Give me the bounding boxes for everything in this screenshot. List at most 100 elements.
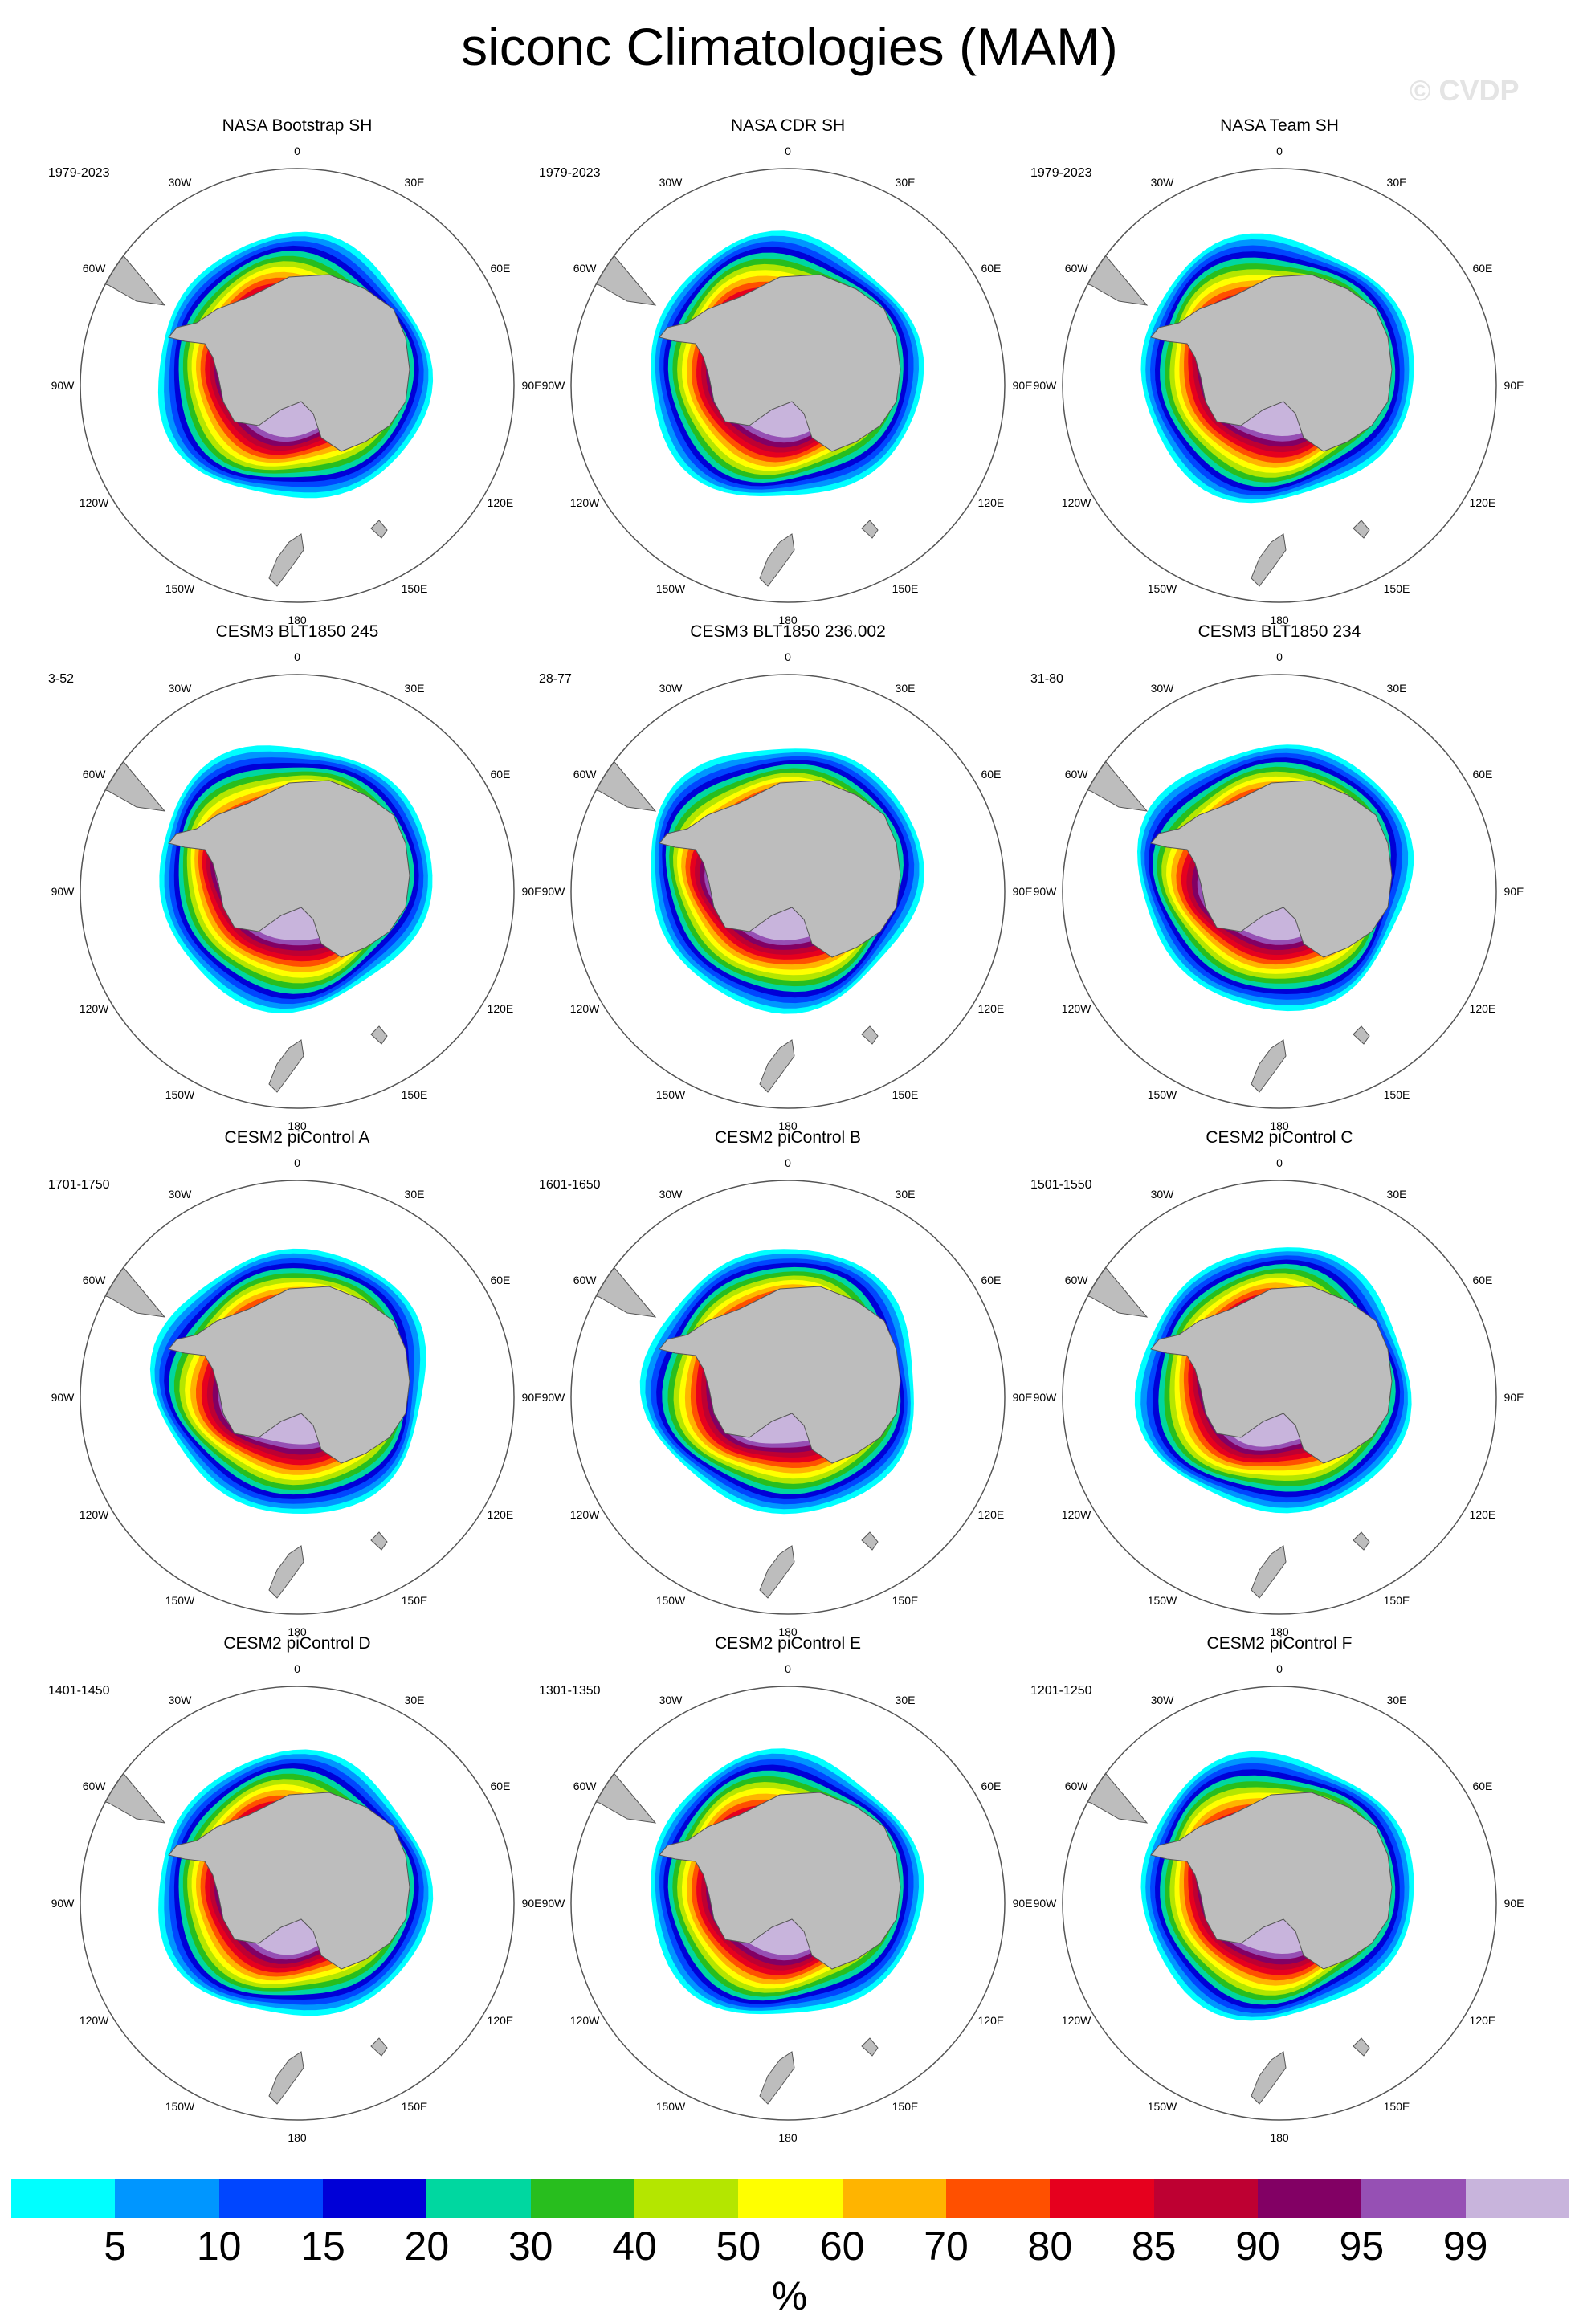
meridian-label: 90W — [1034, 1391, 1058, 1404]
meridian-label: 60W — [573, 768, 598, 781]
meridian-label: 150W — [656, 1594, 686, 1607]
meridian-label: 120W — [570, 1508, 600, 1521]
colorbar-labels: 5 10 15 20 30 40 50 60 70 80 85 90 95 99 — [11, 2223, 1569, 2271]
meridian-label: 150E — [1384, 582, 1410, 595]
colorbar — [11, 2179, 1569, 2218]
meridian-label: 60E — [981, 768, 1001, 781]
polar-map: 0 30E 60E 90E 120E 150E 180 150W 120W 90W 60W 30W — [1034, 145, 1524, 626]
meridian-label: 30E — [896, 1694, 916, 1706]
meridian-label: 150E — [892, 582, 919, 595]
meridian-label: 90E — [1013, 1897, 1033, 1910]
panel-period: 1979-2023 — [48, 166, 110, 180]
colorbar-tick-label: 60 — [819, 2224, 865, 2269]
colorbar-tick-label: 70 — [924, 2224, 969, 2269]
meridian-label: 30E — [896, 176, 916, 189]
colorbar-swatch — [530, 2179, 634, 2218]
meridian-label: 90W — [51, 1391, 75, 1404]
meridian-label: 60E — [981, 262, 1001, 275]
meridian-label: 30E — [405, 1188, 425, 1201]
meridian-label: 180 — [288, 1625, 307, 1638]
meridian-label: 60E — [1472, 768, 1492, 781]
meridian-label: 150W — [1148, 582, 1177, 595]
map-panel: CESM2 piControl B 1601-1650 0 30E 60E 90E 120E… — [539, 1128, 1037, 1638]
meridian-label: 90W — [1034, 885, 1058, 898]
meridian-label: 30W — [169, 1694, 193, 1706]
map-panel: CESM3 BLT1850 234 31-80 0 30E 60E 90E 120E 150E… — [1030, 622, 1528, 1132]
colorbar-tick-label: 10 — [196, 2224, 242, 2269]
meridian-label: 30W — [1151, 1188, 1175, 1201]
meridian-label: 30W — [659, 682, 683, 695]
map-panel: CESM2 piControl E 1301-1350 0 30E 60E 90E 120E… — [539, 1634, 1037, 2144]
colorbar-swatch — [738, 2179, 843, 2218]
colorbar-tick-label: 20 — [404, 2224, 450, 2269]
meridian-label: 60W — [573, 262, 598, 275]
panel-title: CESM2 piControl F — [1206, 1634, 1353, 1653]
meridian-label: 60E — [490, 1780, 510, 1792]
meridian-label: 180 — [778, 1119, 798, 1132]
meridian-label: 150W — [165, 1594, 195, 1607]
polar-map: 0 30E 60E 90E 120E 150E 180 150W 120W 90W 60W 30W — [1034, 650, 1524, 1132]
meridian-label: 60W — [1065, 768, 1089, 781]
meridian-label: 30E — [1387, 176, 1407, 189]
meridian-label: 120E — [978, 1002, 1005, 1015]
meridian-label: 0 — [294, 145, 300, 157]
meridian-label: 60W — [1065, 1780, 1089, 1792]
meridian-label: 120W — [570, 496, 600, 509]
meridian-label: 90E — [1504, 885, 1524, 898]
meridian-label: 120W — [1062, 1508, 1091, 1521]
meridian-label: 150W — [1148, 2100, 1177, 2113]
meridian-label: 30E — [1387, 1188, 1407, 1201]
panel-period: 31-80 — [1030, 672, 1063, 686]
meridian-label: 120W — [80, 496, 109, 509]
meridian-label: 90W — [1034, 379, 1058, 392]
panel-period: 1601-1650 — [539, 1178, 601, 1192]
meridian-label: 90W — [51, 379, 75, 392]
meridian-label: 30E — [896, 1188, 916, 1201]
meridian-label: 60W — [573, 1780, 598, 1792]
meridian-label: 0 — [1276, 1662, 1283, 1675]
map-panel: NASA Bootstrap SH 1979-2023 0 30E 60E 90E 120E… — [48, 116, 546, 626]
meridian-label: 120E — [1470, 496, 1496, 509]
meridian-label: 120E — [978, 1508, 1005, 1521]
meridian-label: 60E — [490, 768, 510, 781]
map-panel: CESM2 piControl A 1701-1750 0 30E 60E 90E 120E… — [48, 1128, 546, 1638]
polar-map: 0 30E 60E 90E 120E 150E 180 150W 120W 90W 60W 30W — [51, 650, 542, 1132]
colorbar-swatch — [634, 2179, 739, 2218]
panel-title: CESM2 piControl B — [714, 1128, 862, 1147]
panel-period: 1501-1550 — [1030, 1178, 1092, 1192]
polar-map: 0 30E 60E 90E 120E 150E 180 150W 120W 90W 60W 30W — [51, 145, 542, 626]
panel-period: 3-52 — [48, 672, 75, 686]
colorbar-swatch — [11, 2179, 116, 2218]
map-panel: CESM3 BLT1850 245 3-52 0 30E 60E 90E 120E 150E 1… — [48, 622, 546, 1132]
meridian-label: 30E — [1387, 682, 1407, 695]
meridian-label: 0 — [294, 650, 300, 663]
meridian-label: 120E — [1470, 2014, 1496, 2027]
meridian-label: 0 — [1276, 145, 1283, 157]
colorbar-tick-label: 15 — [300, 2224, 345, 2269]
meridian-label: 150E — [892, 1088, 919, 1101]
colorbar-swatch — [115, 2179, 219, 2218]
meridian-label: 30W — [659, 176, 683, 189]
polar-map: 0 30E 60E 90E 120E 150E 180 150W 120W 90W 60W 30W — [1034, 1662, 1524, 2144]
panel-title: CESM2 piControl C — [1206, 1128, 1353, 1147]
meridian-label: 60E — [490, 1274, 510, 1286]
panel-period: 1301-1350 — [539, 1684, 601, 1698]
meridian-label: 30W — [659, 1188, 683, 1201]
meridian-label: 180 — [1270, 2131, 1289, 2144]
polar-map: 0 30E 60E 90E 120E 150E 180 150W 120W 90W 60W 30W — [542, 1156, 1033, 1638]
meridian-label: 150E — [402, 1594, 428, 1607]
panel-title: CESM3 BLT1850 245 — [215, 622, 379, 641]
meridian-label: 60W — [573, 1274, 598, 1286]
meridian-label: 120W — [80, 1508, 109, 1521]
figure-title: siconc Climatologies (MAM) — [461, 17, 1118, 76]
colorbar-tick-label: 30 — [508, 2224, 553, 2269]
panel-period: 1401-1450 — [48, 1684, 110, 1698]
map-panel: NASA CDR SH 1979-2023 0 30E 60E 90E 120E 150E 18… — [539, 116, 1037, 626]
meridian-label: 120E — [488, 2014, 514, 2027]
colorbar-swatch — [945, 2179, 1051, 2218]
colorbar-unit: % — [771, 2273, 808, 2318]
map-panel: CESM2 piControl F 1201-1250 0 30E 60E 90E 120E… — [1030, 1634, 1528, 2144]
colorbar-tick-label: 50 — [716, 2224, 761, 2269]
meridian-label: 120W — [570, 1002, 600, 1015]
meridian-label: 60W — [83, 262, 107, 275]
